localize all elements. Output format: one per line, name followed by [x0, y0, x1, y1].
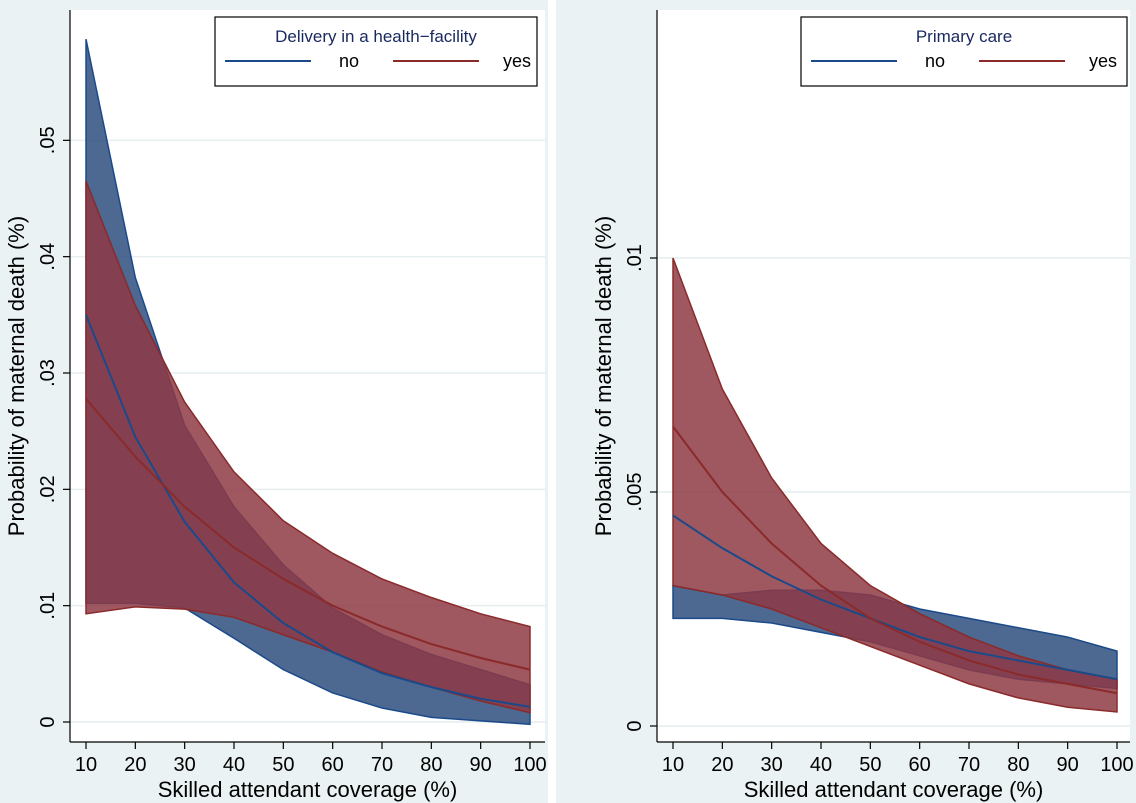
x-tick-label: 50: [859, 754, 881, 776]
panel-delivery-in-health-facility: 0 .01 .02 .03 .04 .05 10 20 30 40 50 60 70 80 90 100 Ski…: [0, 0, 548, 803]
legend-label-no: no: [339, 51, 359, 71]
legend-title: Delivery in a health−facility: [275, 27, 477, 46]
legend-box: [214, 16, 538, 87]
x-tick-label: 40: [810, 754, 832, 776]
y-tick-label: .01: [37, 592, 59, 620]
x-tick-label: 90: [1057, 754, 1079, 776]
y-tick-label: 0: [624, 720, 646, 731]
x-tick-label: 30: [761, 754, 783, 776]
x-tick-label: 40: [223, 754, 245, 776]
legend-title: Primary care: [916, 27, 1012, 46]
series-line-no: [85, 314, 531, 708]
y-tick-label: 0: [37, 716, 59, 727]
x-tick-label: 70: [371, 754, 393, 776]
y-tick-label: .04: [37, 243, 59, 271]
legend: Delivery in a health−facility no yes: [214, 16, 538, 87]
x-tick-label: 70: [958, 754, 980, 776]
x-tick-label: 30: [174, 754, 196, 776]
y-axis-title: Probability of maternal death (%): [591, 216, 616, 536]
legend-label-no: no: [925, 51, 945, 71]
legend: Primary care no yes: [800, 16, 1128, 87]
x-tick-label: 80: [1007, 754, 1029, 776]
x-axis-title: Skilled attendant coverage (%): [158, 777, 458, 802]
legend-label-yes: yes: [503, 51, 531, 71]
y-tick-label: .005: [624, 473, 646, 512]
y-tick-label: .03: [37, 359, 59, 387]
x-tick-label: 10: [75, 754, 97, 776]
x-tick-label: 20: [711, 754, 733, 776]
y-tick-label: .05: [37, 126, 59, 154]
confidence-band-yes: [672, 257, 1118, 713]
x-tick-label: 20: [124, 754, 146, 776]
y-tick-label: .01: [624, 244, 646, 272]
confidence-band-yes: [85, 180, 531, 714]
x-tick-label: 80: [420, 754, 442, 776]
series-line-no: [672, 514, 1118, 681]
y-tick-label: .02: [37, 475, 59, 503]
legend-box: [800, 16, 1128, 87]
x-axis-title: Skilled attendant coverage (%): [744, 777, 1044, 802]
x-tick-label: 100: [513, 754, 546, 776]
x-tick-label: 10: [662, 754, 684, 776]
series-line-yes: [672, 425, 1118, 695]
x-tick-label: 60: [909, 754, 931, 776]
x-tick-label: 100: [1100, 754, 1133, 776]
legend-label-yes: yes: [1089, 51, 1117, 71]
x-tick-label: 60: [322, 754, 344, 776]
x-tick-label: 50: [272, 754, 294, 776]
y-axis-title: Probability of maternal death (%): [4, 216, 29, 536]
series-line-yes: [85, 397, 531, 671]
panel-primary-care: 0 .005 .01 10 20 30 40 50 60 70 80 90 100 Skilled att…: [556, 0, 1136, 803]
x-tick-label: 90: [470, 754, 492, 776]
